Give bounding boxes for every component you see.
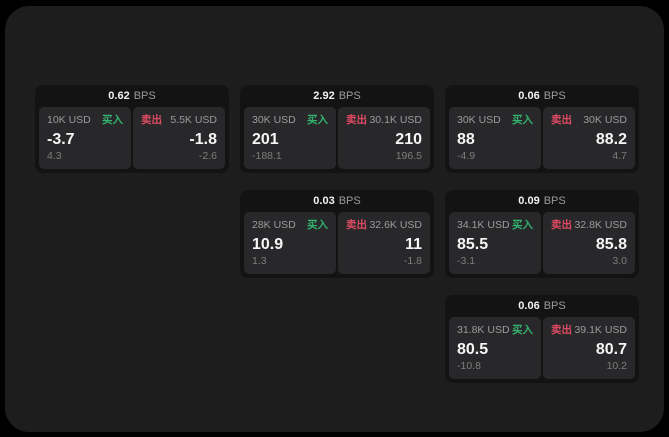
bps-value: 0.09 [518,195,540,207]
sell-quote-tile[interactable]: 卖出 32.6K USD 11 -1.8 [338,212,430,274]
sell-label: 卖出 [346,219,367,231]
buy-quote-tile[interactable]: 30K USD 买入 88 -4.9 [449,107,541,169]
sell-label: 卖出 [141,114,162,126]
sell-label: 卖出 [551,219,572,231]
buy-amount: 10K USD [47,114,91,126]
buy-label: 买入 [102,114,123,126]
buy-quote-tile[interactable]: 10K USD 买入 -3.7 4.3 [39,107,131,169]
buy-price: -3.7 [47,131,75,148]
buy-delta: -3.1 [457,255,476,267]
sell-label: 卖出 [346,114,367,126]
bps-header: 0.09 BPS [445,190,639,212]
bps-value: 0.06 [518,300,540,312]
quote-card: 2.92 BPS 30K USD 买入 201 -188.1 卖出 30.1K … [240,85,434,173]
sell-price: 85.8 [595,236,627,253]
sell-amount: 32.8K USD [574,219,627,231]
sell-delta: 4.7 [612,150,627,162]
sell-quote-tile[interactable]: 卖出 30.1K USD 210 196.5 [338,107,430,169]
buy-price: 201 [252,131,279,148]
bps-header: 2.92 BPS [240,85,434,107]
buy-delta: -10.8 [457,360,481,372]
buy-label: 买入 [512,219,533,231]
sell-price: 80.7 [595,341,627,358]
sell-delta: 196.5 [395,150,422,162]
bps-unit: BPS [543,195,566,207]
app-window: 0.62 BPS 10K USD 买入 -3.7 4.3 卖出 5.5K USD [5,6,664,432]
sell-delta: -1.8 [403,255,422,267]
buy-quote-tile[interactable]: 30K USD 买入 201 -188.1 [244,107,336,169]
buy-price: 85.5 [457,236,489,253]
sell-label: 卖出 [551,114,572,126]
sell-amount: 30.1K USD [369,114,422,126]
bps-unit: BPS [338,195,361,207]
buy-price: 10.9 [252,236,284,253]
buy-label: 买入 [512,114,533,126]
buy-price: 80.5 [457,341,489,358]
bps-unit: BPS [543,90,566,102]
buy-label: 买入 [307,114,328,126]
quote-body: 30K USD 买入 88 -4.9 卖出 30K USD 88.2 4.7 [445,107,639,173]
sell-amount: 30K USD [583,114,627,126]
buy-label: 买入 [307,219,328,231]
buy-amount: 30K USD [252,114,296,126]
bps-value: 2.92 [313,90,335,102]
quote-card: 0.09 BPS 34.1K USD 买入 85.5 -3.1 卖出 32.8K… [445,190,639,278]
sell-price: 88.2 [595,131,627,148]
sell-amount: 32.6K USD [369,219,422,231]
bps-header: 0.62 BPS [35,85,229,107]
buy-amount: 31.8K USD [457,324,510,336]
buy-label: 买入 [512,324,533,336]
sell-delta: -2.6 [198,150,217,162]
buy-amount: 28K USD [252,219,296,231]
quote-body: 31.8K USD 买入 80.5 -10.8 卖出 39.1K USD 80.… [445,317,639,383]
quote-body: 34.1K USD 买入 85.5 -3.1 卖出 32.8K USD 85.8… [445,212,639,278]
buy-amount: 34.1K USD [457,219,510,231]
sell-quote-tile[interactable]: 卖出 5.5K USD -1.8 -2.6 [133,107,225,169]
sell-quote-tile[interactable]: 卖出 39.1K USD 80.7 10.2 [543,317,635,379]
bps-unit: BPS [338,90,361,102]
sell-quote-tile[interactable]: 卖出 32.8K USD 85.8 3.0 [543,212,635,274]
quote-card: 0.06 BPS 30K USD 买入 88 -4.9 卖出 30K USD [445,85,639,173]
sell-amount: 39.1K USD [574,324,627,336]
sell-delta: 3.0 [612,255,627,267]
quote-body: 28K USD 买入 10.9 1.3 卖出 32.6K USD 11 -1.8 [240,212,434,278]
sell-price: 11 [405,236,422,253]
quotes-grid: 0.62 BPS 10K USD 买入 -3.7 4.3 卖出 5.5K USD [35,85,639,383]
bps-header: 0.06 BPS [445,295,639,317]
sell-price: 210 [395,131,422,148]
buy-delta: -188.1 [252,150,282,162]
buy-delta: 4.3 [47,150,62,162]
buy-quote-tile[interactable]: 31.8K USD 买入 80.5 -10.8 [449,317,541,379]
sell-delta: 10.2 [606,360,627,372]
sell-quote-tile[interactable]: 卖出 30K USD 88.2 4.7 [543,107,635,169]
bps-header: 0.06 BPS [445,85,639,107]
sell-price: -1.8 [189,131,217,148]
bps-value: 0.03 [313,195,335,207]
buy-delta: -4.9 [457,150,476,162]
bps-header: 0.03 BPS [240,190,434,212]
bps-value: 0.06 [518,90,540,102]
buy-quote-tile[interactable]: 34.1K USD 买入 85.5 -3.1 [449,212,541,274]
bps-unit: BPS [133,90,156,102]
buy-amount: 30K USD [457,114,501,126]
bps-value: 0.62 [108,90,130,102]
bps-unit: BPS [543,300,566,312]
sell-label: 卖出 [551,324,572,336]
buy-quote-tile[interactable]: 28K USD 买入 10.9 1.3 [244,212,336,274]
quote-card: 0.62 BPS 10K USD 买入 -3.7 4.3 卖出 5.5K USD [35,85,229,173]
buy-price: 88 [457,131,475,148]
quote-body: 30K USD 买入 201 -188.1 卖出 30.1K USD 210 1… [240,107,434,173]
quote-body: 10K USD 买入 -3.7 4.3 卖出 5.5K USD -1.8 -2.… [35,107,229,173]
buy-delta: 1.3 [252,255,267,267]
quote-card: 0.03 BPS 28K USD 买入 10.9 1.3 卖出 32.6K US… [240,190,434,278]
quote-card: 0.06 BPS 31.8K USD 买入 80.5 -10.8 卖出 39.1… [445,295,639,383]
sell-amount: 5.5K USD [170,114,217,126]
